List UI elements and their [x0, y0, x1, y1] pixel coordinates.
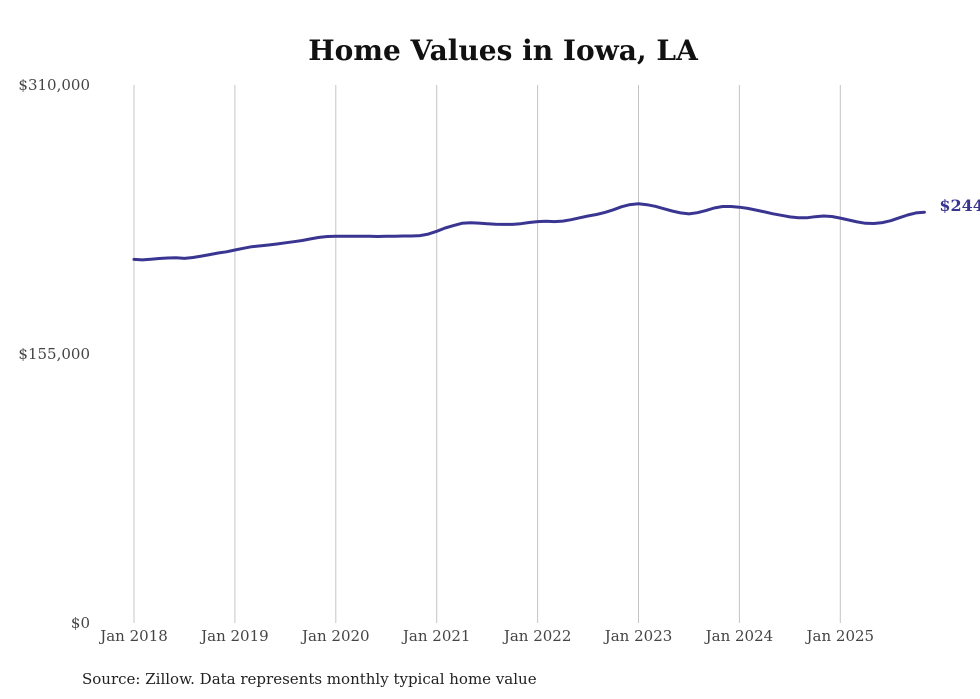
x-tick-label: Jan 2024 [704, 627, 774, 645]
series-layer [132, 202, 926, 262]
y-tick-label: $155,000 [18, 345, 90, 363]
source-note: Source: Zillow. Data represents monthly … [82, 670, 537, 688]
chart-title: Home Values in Iowa, LA [308, 34, 699, 67]
x-tick-label: Jan 2023 [603, 627, 673, 645]
x-tick-label: Jan 2025 [805, 627, 875, 645]
series-line [132, 202, 926, 262]
grid-layer [133, 85, 841, 623]
x-tick-label: Jan 2022 [502, 627, 572, 645]
x-tick-label: Jan 2018 [98, 627, 168, 645]
x-tick-label: Jan 2020 [300, 627, 370, 645]
y-tick-label: $0 [71, 614, 90, 632]
y-tick-label: $310,000 [18, 76, 90, 94]
x-axis: Jan 2018 Jan 2019 Jan 2020 Jan 2021 Jan 2022… [98, 627, 874, 645]
end-value-label: $244,430 [939, 196, 980, 215]
y-axis: $0 $155,000 $310,000 [18, 76, 90, 632]
x-tick-label: Jan 2021 [401, 627, 471, 645]
x-tick-label: Jan 2019 [199, 627, 269, 645]
